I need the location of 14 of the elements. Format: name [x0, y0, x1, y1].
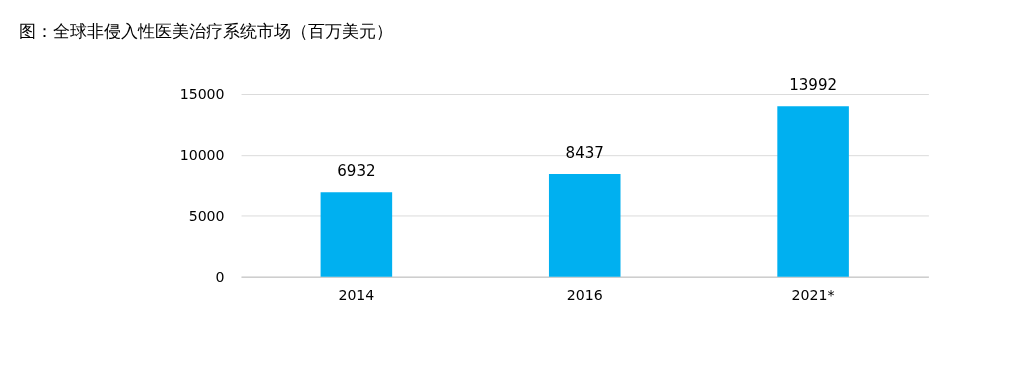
- data-label: 8437: [565, 143, 604, 162]
- bar: [548, 173, 621, 277]
- data-label: 13992: [789, 76, 838, 95]
- y-tick-label: 10000: [179, 147, 225, 164]
- chart-title: 图：全球非侵入性医美治疗系统市场（百万美元）: [19, 20, 394, 41]
- y-tick-label: 0: [215, 268, 225, 285]
- bar: [320, 192, 393, 277]
- x-tick-label: 2016: [566, 286, 603, 303]
- y-tick-label: 15000: [179, 86, 225, 103]
- bar: [777, 106, 849, 277]
- x-tick-label: 2021*: [791, 286, 835, 303]
- x-tick-label: 2014: [338, 286, 375, 303]
- data-label: 6932: [337, 162, 376, 181]
- y-tick-label: 5000: [188, 207, 225, 224]
